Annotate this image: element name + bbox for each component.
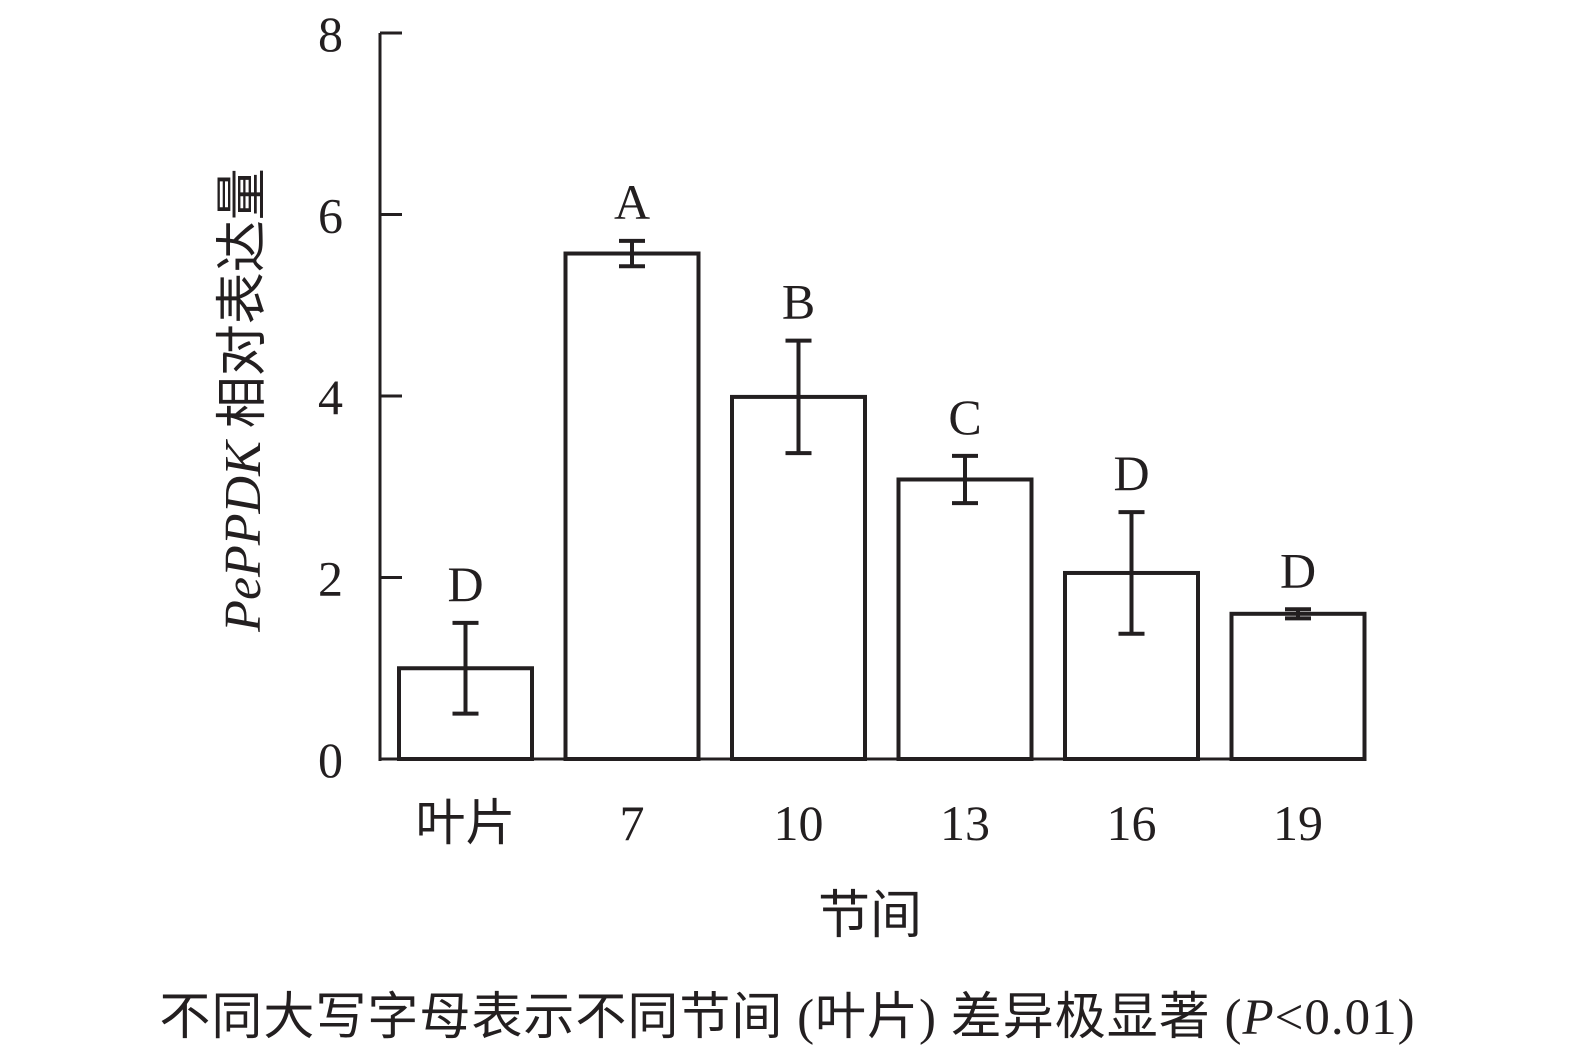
x-tick-label-1: 7	[620, 795, 645, 851]
x-tick-label-5: 19	[1273, 795, 1323, 851]
significance-label-1: A	[614, 174, 650, 230]
x-tick-label-2: 10	[774, 795, 824, 851]
x-tick-label-3: 13	[940, 795, 990, 851]
y-axis-title-text: 相对表达量	[215, 168, 272, 428]
figure-caption: 不同大写字母表示不同节间 (叶片) 差异极显著 (P<0.01)	[0, 975, 1575, 1049]
significance-label-0: D	[447, 556, 483, 612]
y-tick-label-1: 2	[318, 551, 343, 607]
bars-layer	[397, 238, 1367, 762]
y-axis-title: PePPDK 相对表达量	[215, 168, 272, 633]
y-tick-label-3: 6	[318, 188, 343, 244]
significance-label-2: B	[782, 274, 815, 330]
x-tick-label-0: 叶片	[416, 795, 516, 851]
y-tick-label-2: 4	[318, 369, 343, 425]
bar-2	[730, 394, 867, 761]
axes-layer	[378, 31, 1362, 761]
y-axis-title-space	[215, 428, 272, 441]
bar-1	[563, 251, 701, 762]
bar-5	[1229, 611, 1367, 761]
y-tick-label-4: 8	[318, 6, 343, 62]
x-tick-label-4: 16	[1107, 795, 1157, 851]
labels-layer: D 叶片 A 7 B 10 C 13 D 16 D 19 0 2 4 6 8	[318, 6, 1323, 851]
y-tick-label-0: 0	[318, 732, 343, 788]
significance-label-5: D	[1280, 542, 1316, 598]
bar-3	[896, 477, 1034, 761]
caption-suffix: <0.01)	[1274, 990, 1416, 1046]
significance-label-4: D	[1113, 445, 1149, 501]
bar-chart: D 叶片 A 7 B 10 C 13 D 16 D 19 0 2 4 6 8 节间 PePPDK 相对表达量	[215, 6, 1367, 945]
caption-prefix: 不同大写字母表示不同节间 (叶片) 差异极显著 (	[159, 990, 1243, 1046]
caption-p-italic: P	[1242, 990, 1275, 1046]
significance-label-3: C	[948, 389, 981, 445]
y-axis-title-gene: PePPDK	[215, 439, 272, 633]
x-axis-title: 节间	[818, 888, 922, 945]
